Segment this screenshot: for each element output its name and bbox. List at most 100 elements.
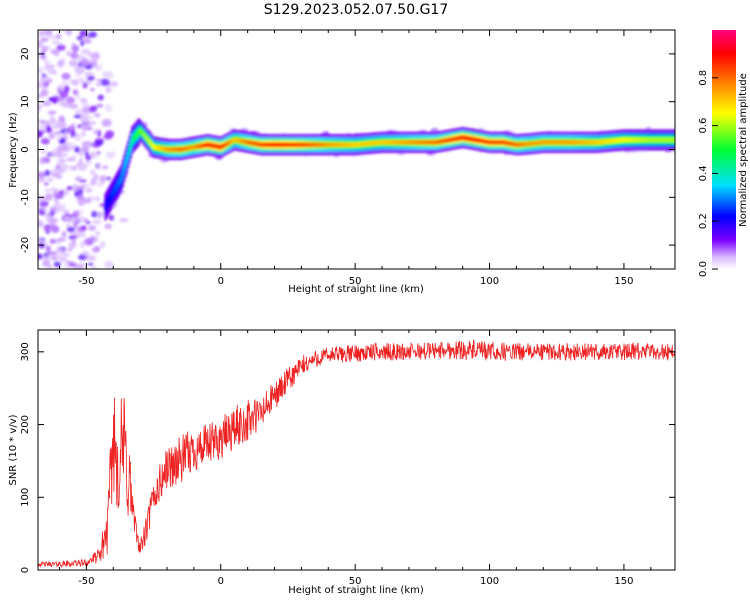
heatmap-noise-cell — [75, 95, 81, 100]
heatmap-ridge-cell — [211, 143, 215, 148]
heatmap-ridge-cell — [106, 199, 110, 205]
heatmap-ridge-cell — [261, 142, 264, 147]
heatmap-ridge-cell — [413, 140, 416, 145]
heatmap-ridge-cell — [360, 141, 364, 147]
heatmap-ridge-cell — [370, 141, 373, 146]
heatmap-ridge-cell — [550, 140, 553, 145]
heatmap-noise-cell — [40, 56, 48, 60]
heatmap-ridge-cell — [465, 136, 468, 141]
heatmap-ridge-cell — [530, 141, 533, 146]
heatmap-ridge-cell — [430, 140, 434, 145]
heatmap-noise-cell — [38, 129, 44, 137]
x-tick-label: 0 — [218, 276, 224, 287]
heatmap-ridge-cell — [539, 140, 542, 145]
colorbar-gradient — [712, 30, 736, 269]
heatmap-noise-cell — [59, 90, 69, 98]
heatmap-noise-cell — [97, 94, 104, 101]
heatmap-ridge-cell — [191, 145, 194, 150]
x-tick-label: 50 — [349, 576, 362, 587]
heatmap-ridge-cell — [643, 137, 646, 143]
heatmap-ridge-cell — [573, 140, 576, 145]
heatmap-ridge-cell — [395, 140, 399, 145]
heatmap-noise-cell — [645, 126, 652, 130]
heatmap-ridge-cell — [566, 140, 569, 145]
heatmap-ridge-cell — [632, 137, 635, 143]
heatmap-noise-cell — [87, 225, 97, 231]
heatmap-ridge-cell — [481, 138, 485, 144]
heatmap-noise-cell — [94, 64, 103, 71]
heatmap-ridge-cell — [629, 137, 632, 143]
heatmap-noise-cell — [50, 172, 60, 176]
heatmap-ridge-cell — [163, 146, 166, 152]
heatmap-ridge-cell — [276, 142, 279, 147]
heatmap-noise-cell — [84, 161, 92, 166]
heatmap-ridge-cell — [374, 140, 377, 146]
heatmap-ridge-cell — [551, 140, 555, 145]
colorbar-tick-label: 0.4 — [698, 165, 709, 181]
heatmap-ridge-cell — [171, 147, 174, 152]
heatmap-ridge-cell — [569, 140, 572, 145]
heatmap-ridge-cell — [459, 135, 462, 141]
heatmap-ridge-cell — [409, 140, 412, 145]
heatmap-ridge-cell — [434, 140, 438, 145]
heatmap-ridge-cell — [428, 140, 431, 145]
heatmap-ridge-cell — [594, 140, 598, 145]
heatmap-ridge-cell — [485, 139, 489, 145]
heatmap-noise-cell — [56, 44, 66, 51]
heatmap-noise-cell — [90, 52, 101, 60]
heatmap-noise-cell — [93, 112, 101, 118]
heatmap-ridge-cell — [197, 144, 200, 149]
heatmap-ridge-cell — [656, 137, 659, 143]
heatmap-ridge-cell — [577, 140, 580, 145]
spectrogram-y-axis-label: Frequency (Hz) — [8, 112, 19, 188]
heatmap-ridge-cell — [135, 132, 138, 138]
heatmap-ridge-cell — [625, 137, 628, 143]
heatmap-noise-cell — [83, 39, 92, 44]
heatmap-noise-cell — [81, 48, 91, 55]
heatmap-ridge-cell — [291, 142, 294, 147]
y-tick-label: 0 — [20, 567, 31, 573]
heatmap-noise-cell — [41, 73, 46, 78]
heatmap-ridge-cell — [206, 142, 209, 147]
heatmap-ridge-cell — [144, 134, 147, 140]
snr-panel: -50 0 50 100 150 0 100 200 300 Height of… — [8, 329, 676, 596]
heatmap-ridge-cell — [158, 145, 161, 151]
heatmap-ridge-cell — [226, 141, 229, 146]
heatmap-noise-cell — [46, 34, 55, 39]
heatmap-noise-cell — [40, 37, 49, 42]
heatmap-ridge-cell — [363, 141, 366, 147]
heatmap-noise-cell — [61, 208, 70, 215]
heatmap-noise-cell — [57, 144, 67, 152]
heatmap-ridge-cell — [249, 140, 252, 145]
heatmap-noise-cell — [105, 86, 112, 94]
heatmap-ridge-cell — [596, 140, 599, 145]
heatmap-noise-cell — [42, 81, 50, 88]
heatmap-ridge-cell — [492, 140, 495, 145]
heatmap-noise-cell — [41, 46, 48, 53]
heatmap-ridge-cell — [257, 142, 260, 147]
heatmap-ridge-cell — [494, 140, 497, 145]
heatmap-ridge-cell — [190, 145, 193, 150]
heatmap-noise-cell — [50, 225, 60, 233]
heatmap-ridge-cell — [383, 140, 387, 145]
heatmap-ridge-cell — [198, 144, 201, 149]
heatmap-ridge-cell — [670, 137, 673, 143]
heatmap-ridge-cell — [356, 142, 360, 147]
y-tick-label: 10 — [20, 95, 31, 108]
heatmap-ridge-cell — [154, 145, 157, 150]
heatmap-ridge-cell — [182, 146, 185, 152]
heatmap-ridge-cell — [672, 137, 675, 143]
heatmap-noise-cell — [61, 230, 67, 238]
heatmap-ridge-cell — [668, 137, 671, 143]
heatmap-noise-cell — [43, 224, 51, 232]
heatmap-noise-cell — [53, 261, 62, 268]
heatmap-ridge-cell — [602, 139, 606, 144]
x-tick-label: -50 — [78, 276, 94, 287]
heatmap-ridge-cell — [347, 142, 350, 147]
heatmap-ridge-cell — [168, 147, 172, 152]
heatmap-ridge-cell — [452, 137, 455, 142]
heatmap-ridge-cell — [390, 140, 393, 145]
heatmap-ridge-cell — [616, 138, 619, 143]
heatmap-ridge-cell — [488, 140, 491, 145]
heatmap-ridge-cell — [483, 139, 486, 144]
